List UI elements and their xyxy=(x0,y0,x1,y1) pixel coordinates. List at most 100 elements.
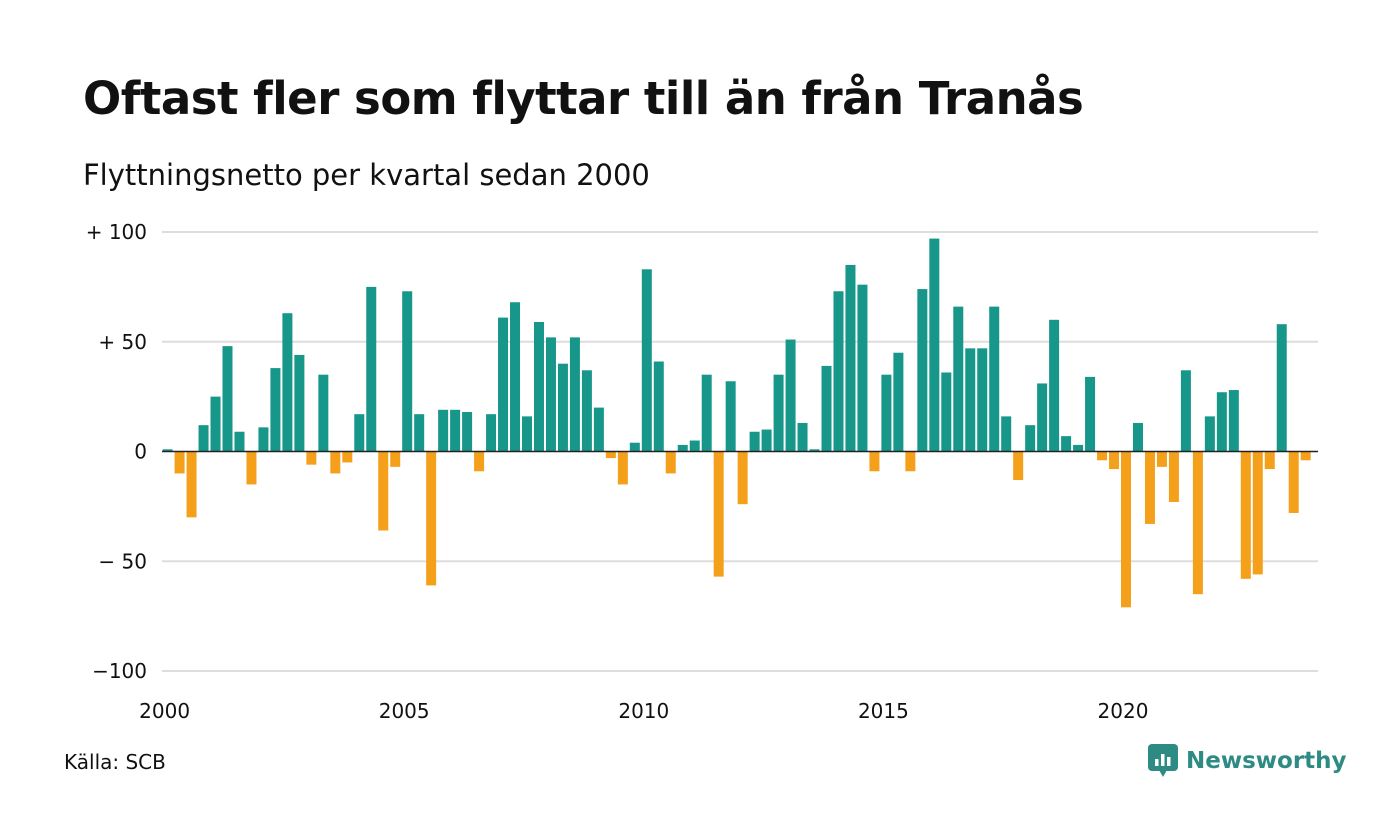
bar[interactable]: 2013 K3: 1 xyxy=(809,449,820,452)
bar[interactable]: 2008 K1: 52 xyxy=(545,337,556,452)
bar[interactable]: 2016 K3: 66 xyxy=(953,306,964,452)
bar[interactable]: 2009 K2: -3 xyxy=(605,451,616,459)
bar[interactable]: 2012 K4: 35 xyxy=(773,374,784,452)
bar[interactable]: 2000 K1: 1 xyxy=(162,449,173,452)
bar[interactable]: 2009 K1: 20 xyxy=(593,407,604,452)
bar[interactable]: 2023 K4: -4 xyxy=(1300,451,1311,461)
bar[interactable]: 2020 K4: -7 xyxy=(1156,451,1167,467)
bar[interactable]: 2006 K2: 18 xyxy=(462,411,473,452)
bar[interactable]: 2019 K1: 3 xyxy=(1073,444,1084,452)
bar[interactable]: 2020 K1: -71 xyxy=(1121,451,1131,608)
bar[interactable]: 2016 K1: 97 xyxy=(929,238,940,452)
bar[interactable]: 2012 K1: -24 xyxy=(737,451,748,505)
bar[interactable]: 2007 K1: 61 xyxy=(498,317,509,452)
bar[interactable]: 2021 K1: -23 xyxy=(1168,451,1179,502)
x-tick-label: 2000 xyxy=(139,699,190,723)
bar[interactable]: 2005 K3: -61 xyxy=(426,451,437,586)
bar[interactable]: 2021 K4: 16 xyxy=(1204,416,1215,452)
bar[interactable]: 2019 K3: -4 xyxy=(1097,451,1108,461)
bar[interactable]: 2022 K2: 28 xyxy=(1228,390,1239,452)
bar[interactable]: 2012 K2: 9 xyxy=(749,431,760,452)
bar[interactable]: 2000 K3: -30 xyxy=(186,451,197,518)
bar[interactable]: 2023 K2: 58 xyxy=(1276,324,1287,452)
bar[interactable]: 2013 K4: 39 xyxy=(821,365,832,452)
bar[interactable]: 2004 K1: 17 xyxy=(354,414,365,452)
bar[interactable]: 2015 K1: 35 xyxy=(881,374,892,452)
bar[interactable]: 2014 K2: 85 xyxy=(845,264,856,452)
bar[interactable]: 2005 K1: 73 xyxy=(402,291,413,452)
bar[interactable]: 2000 K2: -10 xyxy=(174,451,185,474)
bar[interactable]: 2017 K4: -13 xyxy=(1013,451,1024,481)
bar[interactable]: 2019 K4: -8 xyxy=(1109,451,1120,470)
bar[interactable]: 2007 K3: 16 xyxy=(522,416,532,452)
newsworthy-logo[interactable]: Newsworthy xyxy=(1148,744,1347,778)
bar[interactable]: 2020 K2: 13 xyxy=(1132,422,1143,452)
bar[interactable]: 2009 K3: -15 xyxy=(617,451,628,485)
bar[interactable]: 2008 K4: 37 xyxy=(581,370,592,452)
bar[interactable]: 2023 K1: -8 xyxy=(1264,451,1275,470)
bar[interactable]: 2021 K3: -65 xyxy=(1192,451,1203,595)
bar[interactable]: 2002 K4: 44 xyxy=(294,354,305,452)
bar[interactable]: 2011 K2: 35 xyxy=(701,374,712,452)
bar[interactable]: 2011 K4: 32 xyxy=(725,381,736,452)
bar[interactable]: 2003 K2: 35 xyxy=(318,374,329,452)
bar[interactable]: 2016 K2: 36 xyxy=(941,372,952,452)
bar[interactable]: 2007 K2: 68 xyxy=(510,302,521,452)
bar[interactable]: 2018 K4: 7 xyxy=(1061,436,1072,452)
bar[interactable]: 2010 K4: 3 xyxy=(677,444,688,452)
bar[interactable]: 2010 K3: -10 xyxy=(665,451,676,474)
bar[interactable]: 2001 K4: -15 xyxy=(246,451,257,485)
bar[interactable]: 2014 K1: 73 xyxy=(833,291,844,452)
bar[interactable]: 2020 K3: -33 xyxy=(1144,451,1155,524)
bar[interactable]: 2021 K2: 37 xyxy=(1180,370,1191,452)
bar[interactable]: 2000 K4: 12 xyxy=(198,425,209,452)
bar[interactable]: 2023 K3: -28 xyxy=(1288,451,1299,513)
bar[interactable]: 2001 K2: 48 xyxy=(222,346,233,452)
bar[interactable]: 2008 K2: 40 xyxy=(557,363,568,452)
bar[interactable]: 2002 K3: 63 xyxy=(282,313,293,452)
bar[interactable]: 2010 K1: 83 xyxy=(641,269,652,452)
bar[interactable]: 2011 K1: 5 xyxy=(689,440,700,452)
bar[interactable]: 2017 K2: 66 xyxy=(989,306,1000,452)
bar[interactable]: 2003 K1: -6 xyxy=(306,451,317,465)
bar[interactable]: 2019 K2: 34 xyxy=(1085,376,1096,452)
bar[interactable]: 2010 K2: 41 xyxy=(653,361,664,452)
bar[interactable]: 2006 K1: 19 xyxy=(450,409,461,452)
bar[interactable]: 2012 K3: 10 xyxy=(761,429,772,452)
bar[interactable]: 2006 K3: -9 xyxy=(474,451,485,472)
bar[interactable]: 2003 K4: -5 xyxy=(342,451,353,463)
bar[interactable]: 2014 K3: 76 xyxy=(857,284,868,452)
bar[interactable]: 2004 K4: -7 xyxy=(390,451,401,467)
bar[interactable]: 2022 K3: -58 xyxy=(1240,451,1251,579)
bar[interactable]: 2017 K1: 47 xyxy=(977,348,988,452)
bar[interactable]: 2015 K2: 45 xyxy=(893,352,904,452)
bar[interactable]: 2014 K4: -9 xyxy=(869,451,880,472)
bar[interactable]: 2005 K2: 17 xyxy=(414,414,425,452)
bar[interactable]: 2018 K1: 12 xyxy=(1025,425,1036,452)
bar[interactable]: 2016 K4: 47 xyxy=(965,348,976,452)
bar[interactable]: 2011 K3: -57 xyxy=(713,451,724,577)
bar[interactable]: 2007 K4: 59 xyxy=(533,321,544,452)
bar[interactable]: 2013 K2: 13 xyxy=(797,422,808,452)
bar[interactable]: 2002 K2: 38 xyxy=(270,368,281,452)
bar[interactable]: 2017 K3: 16 xyxy=(1001,416,1012,452)
bar[interactable]: 2001 K3: 9 xyxy=(234,431,245,452)
bar[interactable]: 2015 K4: 74 xyxy=(917,289,928,452)
bar[interactable]: 2008 K3: 52 xyxy=(569,337,580,452)
bar[interactable]: 2018 K2: 31 xyxy=(1037,383,1048,452)
bar[interactable]: 2006 K4: 17 xyxy=(486,414,497,452)
bar[interactable]: 2015 K3: -9 xyxy=(905,451,916,472)
bar[interactable]: 2002 K1: 11 xyxy=(258,427,269,452)
bar[interactable]: 2001 K1: 25 xyxy=(210,396,221,452)
bar[interactable]: 2004 K3: -36 xyxy=(378,451,389,531)
bar[interactable]: 2005 K4: 19 xyxy=(438,409,449,452)
bar[interactable]: 2022 K1: 27 xyxy=(1216,392,1227,452)
chart-title: Oftast fler som flyttar till än från Tra… xyxy=(83,72,1084,125)
bar[interactable]: 2009 K4: 4 xyxy=(629,442,640,452)
bar[interactable]: 2004 K2: 75 xyxy=(366,286,377,452)
bar[interactable]: 2018 K3: 60 xyxy=(1049,319,1060,452)
bar[interactable]: 2022 K4: -56 xyxy=(1252,451,1263,575)
bar[interactable]: 2013 K1: 51 xyxy=(785,339,796,452)
bar[interactable]: 2003 K3: -10 xyxy=(330,451,341,474)
